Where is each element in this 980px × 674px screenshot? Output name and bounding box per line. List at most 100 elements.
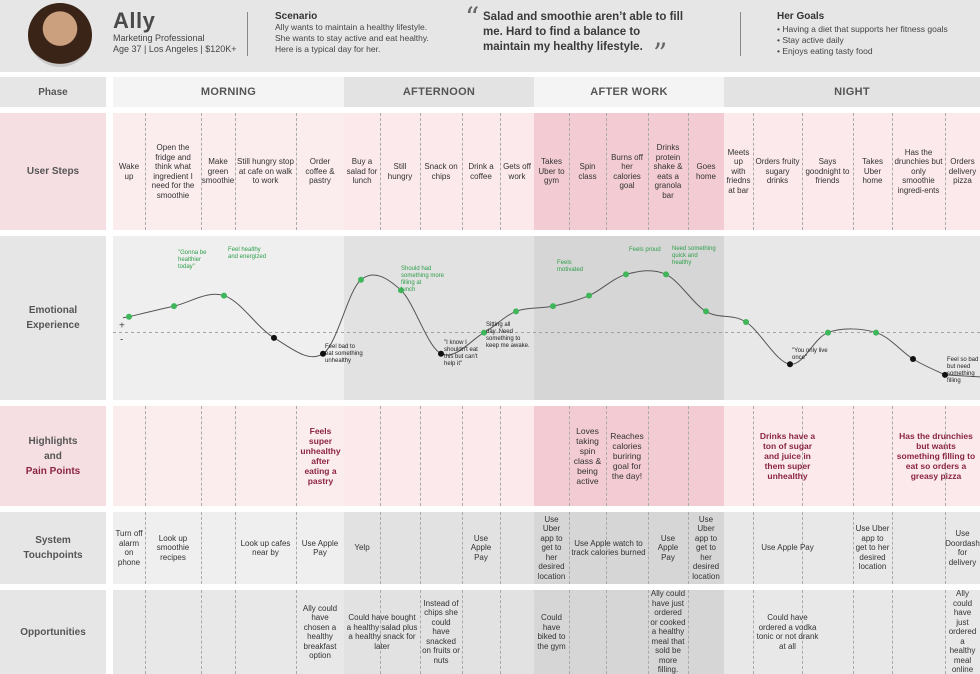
- emotion-point: [438, 350, 444, 357]
- user-step: Orders delivery pizza: [948, 157, 977, 186]
- emotion-point: [787, 361, 793, 368]
- emotion-point: [481, 329, 487, 336]
- tp-night-bg: [724, 512, 980, 584]
- column-divider: [753, 406, 754, 506]
- touchpoint: Turn off alarm on phone: [115, 529, 143, 567]
- column-divider: [145, 590, 146, 674]
- emotion-point: [873, 329, 879, 336]
- column-divider: [235, 113, 236, 230]
- touchpoint: Use Uber app to get to her desired locat…: [855, 524, 890, 572]
- column-divider: [296, 590, 297, 674]
- user-step: Gets off work: [503, 162, 531, 181]
- column-divider: [420, 113, 421, 230]
- user-step: Orders fruity sugary drinks: [755, 157, 800, 186]
- row-label-touchpoints: System Touchpoints: [0, 512, 106, 584]
- column-divider: [420, 406, 421, 506]
- touchpoint: Look up smoothie recipes: [156, 533, 190, 562]
- column-divider: [380, 406, 381, 506]
- column-divider: [500, 512, 501, 584]
- emotion-point: [126, 313, 132, 320]
- touchpoint: Use Uber app to get to her desired locat…: [537, 514, 566, 581]
- emotion-annotation: Feels proud: [629, 247, 661, 253]
- emotion-chart: + - "Gonna be healthier today" Feel healthy an…: [113, 246, 980, 384]
- phase-afternoon: AFTERNOON: [344, 77, 534, 107]
- column-divider: [145, 113, 146, 230]
- column-divider: [201, 406, 202, 506]
- emotion-annotation: "Gonna be healthier today": [178, 250, 207, 270]
- column-divider: [296, 406, 297, 506]
- emotion-annotation: Feels motivated: [557, 260, 583, 273]
- emotion-annotation: Feel so bad but need something filling: [947, 357, 978, 384]
- goals-title: Her Goals: [777, 11, 825, 22]
- column-divider: [853, 406, 854, 506]
- persona-details: Age 37 | Los Angeles | $120K+: [113, 44, 237, 54]
- persona-name: Ally: [113, 8, 156, 33]
- column-divider: [569, 406, 570, 506]
- persona-header: [0, 0, 980, 72]
- column-divider: [235, 406, 236, 506]
- emotion-point: [623, 271, 629, 278]
- steps-morning-bg: [113, 113, 344, 230]
- tp-morning-bg: [113, 512, 344, 584]
- column-divider: [145, 512, 146, 584]
- emotion-point: [910, 356, 916, 362]
- emotion-morning-bg: [113, 236, 344, 400]
- column-divider: [145, 406, 146, 506]
- emotion-point: [663, 271, 669, 278]
- column-divider: [945, 590, 946, 674]
- axis-minus-label: -: [120, 335, 123, 346]
- column-divider: [462, 590, 463, 674]
- emotion-point: [942, 371, 948, 378]
- column-divider: [420, 590, 421, 674]
- user-step: Takes Uber home: [862, 157, 883, 186]
- emotion-afternoon-bg: [344, 236, 534, 400]
- touchpoint: Use Apple Pay: [657, 533, 679, 562]
- row-label-touchpoints-text: System Touchpoints: [23, 535, 83, 561]
- row-label-opportunities: Opportunities: [0, 590, 106, 674]
- row-label-user-steps: User Steps: [0, 113, 106, 230]
- header-divider: [247, 12, 248, 56]
- column-divider: [802, 590, 803, 674]
- quote-close-icon: ”: [653, 37, 668, 70]
- avatar: [28, 3, 92, 67]
- hl-afternoon-bg: [344, 406, 534, 506]
- goal-item: • Stay active daily: [777, 35, 844, 45]
- hl-morning-bg: [113, 406, 344, 506]
- column-divider: [462, 512, 463, 584]
- label-highlights: Highlights: [28, 435, 78, 447]
- column-divider: [201, 590, 202, 674]
- opportunity: Ally could have just ordered a healthy m…: [948, 589, 977, 674]
- axis-plus-label: +: [119, 321, 125, 332]
- column-divider: [802, 512, 803, 584]
- opp-afterwork-bg: [534, 590, 724, 674]
- emotion-point: [586, 292, 592, 299]
- opportunity: Could have ordered a vodka tonic or not …: [756, 613, 819, 651]
- column-divider: [753, 590, 754, 674]
- column-divider: [892, 113, 893, 230]
- column-divider: [380, 590, 381, 674]
- user-step: Drinks protein shake & eats a granola ba…: [653, 143, 683, 200]
- column-divider: [892, 590, 893, 674]
- column-divider: [606, 590, 607, 674]
- row-label-emotional-text: Emotional Experience: [26, 305, 80, 331]
- goal-item: • Enjoys eating tasty food: [777, 46, 873, 56]
- pain-point: Has the drunchies but wants something fi…: [896, 431, 976, 481]
- column-divider: [802, 113, 803, 230]
- column-divider: [648, 113, 649, 230]
- column-divider: [235, 512, 236, 584]
- phase-after-work: AFTER WORK: [534, 77, 724, 107]
- row-label-highlights: Highlights and Pain Points: [0, 406, 106, 506]
- label-pain-points: Pain Points: [25, 465, 81, 477]
- column-divider: [201, 113, 202, 230]
- column-divider: [753, 512, 754, 584]
- emotion-point: [398, 287, 404, 294]
- user-step: Wake up: [118, 162, 140, 181]
- user-step: Spin class: [578, 162, 597, 181]
- user-step: Meets up with friedns at bar: [726, 147, 751, 195]
- emotion-annotation: Need something quick and healthy: [672, 246, 716, 266]
- steps-afterwork-bg: [534, 113, 724, 230]
- tp-afternoon-bg: [344, 512, 534, 584]
- user-step: Has the drunchies but only smoothie ingr…: [894, 147, 943, 195]
- column-divider: [296, 113, 297, 230]
